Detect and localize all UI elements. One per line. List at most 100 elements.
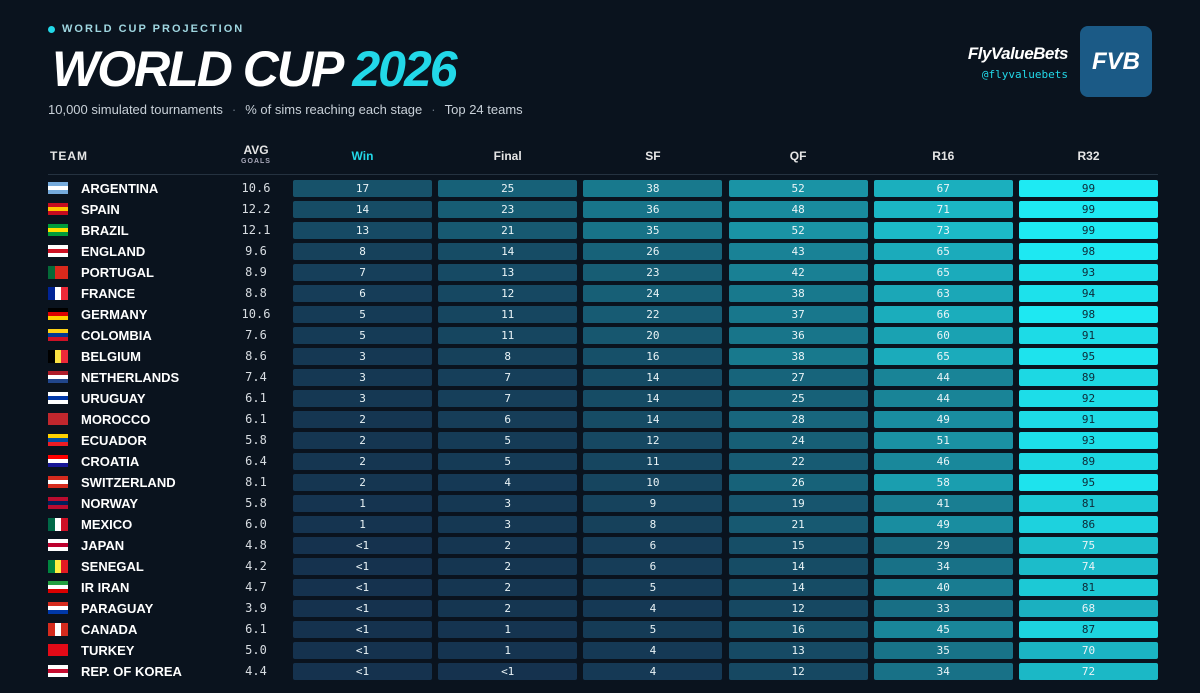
flag-stripe bbox=[54, 517, 62, 531]
stage-cell: 4 bbox=[583, 662, 723, 680]
flag-stripe bbox=[48, 421, 68, 426]
stage-cell: 12 bbox=[728, 599, 868, 617]
flag-stripe bbox=[54, 622, 62, 636]
stage-cell: 2 bbox=[293, 452, 432, 470]
flag bbox=[48, 202, 68, 216]
stage-cell: <1 bbox=[293, 641, 432, 659]
flag-stripe bbox=[48, 584, 68, 590]
avg-goals: 6.0 bbox=[245, 517, 267, 531]
team-name: BELGIUM bbox=[81, 348, 141, 364]
stage-cell: 11 bbox=[438, 305, 578, 323]
flag bbox=[48, 517, 68, 531]
team-name: MOROCCO bbox=[81, 411, 151, 427]
flag-stripe bbox=[48, 643, 68, 648]
flag bbox=[48, 412, 68, 426]
flag bbox=[48, 223, 68, 237]
flag-stripe bbox=[48, 253, 68, 258]
stage-cell: 49 bbox=[873, 515, 1013, 533]
stage-cell: 12 bbox=[728, 662, 868, 680]
column-header: TEAM bbox=[50, 149, 88, 163]
stage-cell: 1 bbox=[438, 620, 578, 638]
flag bbox=[48, 433, 68, 447]
stage-cell: 1 bbox=[293, 494, 432, 512]
column-header: AVG bbox=[243, 143, 269, 157]
stage-cell: 99 bbox=[1019, 221, 1158, 239]
stage-cell: <1 bbox=[293, 599, 432, 617]
flag-stripe bbox=[48, 622, 55, 636]
flag-stripe bbox=[54, 265, 62, 279]
flag-stripe bbox=[48, 412, 68, 417]
team-name: PORTUGAL bbox=[81, 264, 154, 280]
kicker: WORLD CUP PROJECTION bbox=[62, 23, 245, 35]
flag-stripe bbox=[48, 610, 68, 615]
stage-cell: 5 bbox=[438, 452, 578, 470]
flag-stripe bbox=[61, 349, 68, 363]
stage-cell: 2 bbox=[293, 473, 432, 491]
stage-cell: 91 bbox=[1019, 326, 1158, 344]
stage-cell: 45 bbox=[873, 620, 1013, 638]
flag-stripe bbox=[48, 475, 68, 480]
team-name: ENGLAND bbox=[81, 243, 146, 259]
stage-cell: 75 bbox=[1019, 536, 1158, 554]
stage-cell: 34 bbox=[873, 662, 1013, 680]
stage-cell: 12 bbox=[583, 431, 723, 449]
stage-cell: 65 bbox=[873, 242, 1013, 260]
flag-stripe bbox=[48, 668, 68, 674]
team-name: SPAIN bbox=[81, 201, 120, 217]
stage-cell: 2 bbox=[438, 599, 578, 617]
stage-cell: 65 bbox=[873, 263, 1013, 281]
flag-stripe bbox=[48, 437, 68, 443]
stage-cell: 35 bbox=[583, 221, 723, 239]
column-header: Final bbox=[493, 149, 522, 163]
flag-stripe bbox=[48, 647, 68, 653]
stage-cell: 52 bbox=[728, 179, 868, 197]
stage-cell: 44 bbox=[873, 368, 1013, 386]
stage-cell: 6 bbox=[583, 536, 723, 554]
flag bbox=[48, 475, 68, 489]
stage-cell: 81 bbox=[1019, 494, 1158, 512]
team-name: CROATIA bbox=[81, 453, 140, 469]
flag-stripe bbox=[48, 496, 68, 501]
flag bbox=[48, 286, 68, 300]
subtitle: 10,000 simulated tournaments · % of sims r… bbox=[48, 102, 523, 117]
team-name: GERMANY bbox=[81, 306, 148, 322]
stage-cell: 40 bbox=[873, 578, 1013, 596]
stage-cell: 66 bbox=[873, 305, 1013, 323]
flag-stripe bbox=[48, 185, 68, 191]
stage-cell: 13 bbox=[438, 263, 578, 281]
flag-stripe bbox=[48, 395, 68, 401]
flag-stripe bbox=[48, 580, 68, 585]
kicker-dot bbox=[48, 26, 55, 33]
stage-cell: 5 bbox=[583, 578, 723, 596]
stage-cell: 6 bbox=[583, 557, 723, 575]
team-name: PARAGUAY bbox=[81, 600, 154, 616]
stage-cell: 43 bbox=[728, 242, 868, 260]
stage-cell: 2 bbox=[438, 578, 578, 596]
subtitle-part: 10,000 simulated tournaments bbox=[48, 102, 223, 117]
team-name: REP. OF KOREA bbox=[81, 663, 182, 679]
stage-cell: 12 bbox=[438, 284, 578, 302]
stage-cell: 3 bbox=[293, 368, 432, 386]
stage-cell: 21 bbox=[438, 221, 578, 239]
stage-cell: 38 bbox=[728, 347, 868, 365]
flag-stripe bbox=[48, 332, 68, 338]
stage-cell: 27 bbox=[728, 368, 868, 386]
flag bbox=[48, 622, 68, 636]
avg-goals: 10.6 bbox=[241, 307, 271, 321]
stage-cell: 98 bbox=[1019, 242, 1158, 260]
stage-cell: 93 bbox=[1019, 431, 1158, 449]
flag bbox=[48, 181, 68, 195]
flag-stripe bbox=[48, 232, 68, 237]
flag-stripe bbox=[48, 379, 68, 384]
flag-stripe bbox=[61, 286, 68, 300]
avg-goals: 4.2 bbox=[245, 559, 267, 573]
team-name: ARGENTINA bbox=[81, 180, 159, 196]
stage-cell: 26 bbox=[583, 242, 723, 260]
stage-cell: 15 bbox=[728, 536, 868, 554]
avg-goals: 6.4 bbox=[245, 454, 267, 468]
flag-stripe bbox=[54, 349, 62, 363]
stage-cell: 91 bbox=[1019, 410, 1158, 428]
team-name: FRANCE bbox=[81, 285, 136, 301]
stage-cell: <1 bbox=[293, 578, 432, 596]
stage-cell: 5 bbox=[583, 620, 723, 638]
